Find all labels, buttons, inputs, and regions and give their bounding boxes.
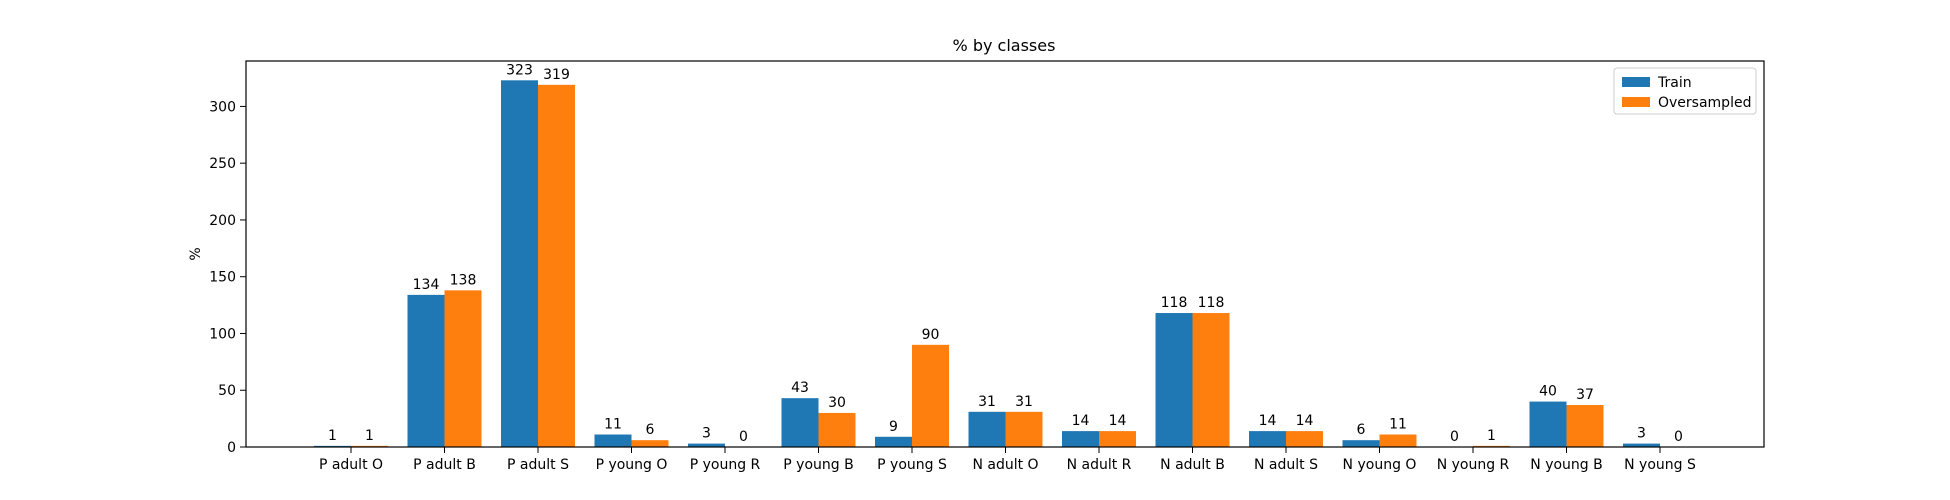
bar-value-label: 1: [1487, 428, 1496, 444]
y-tick-label: 50: [218, 383, 236, 399]
y-tick-label: 0: [227, 440, 236, 456]
legend-swatch: [1622, 97, 1650, 107]
x-tick-label: N adult B: [1160, 457, 1225, 473]
bar-oversampled: [1379, 434, 1417, 447]
bar-value-label: 0: [1450, 429, 1459, 445]
bar-oversampled: [818, 412, 856, 447]
bar-value-label: 37: [1576, 387, 1594, 403]
bar-oversampled: [1566, 404, 1604, 447]
bar-train: [1529, 401, 1567, 447]
bar-value-label: 0: [1674, 429, 1683, 445]
bar-value-label: 323: [506, 62, 533, 78]
bar-oversampled: [538, 84, 575, 447]
bar-value-label: 43: [791, 380, 809, 396]
bar-value-label: 0: [739, 429, 748, 445]
bar-oversampled: [1286, 431, 1323, 447]
bars-group: [314, 80, 1660, 448]
y-tick-label: 100: [209, 326, 236, 342]
plot-frame: [245, 60, 1765, 448]
x-axis: P adult O P adult B P adult S P young O P yo…: [319, 447, 1696, 473]
bar-value-label: 118: [1161, 295, 1188, 311]
x-tick-label: N young O: [1343, 457, 1417, 473]
y-tick-label: 300: [209, 99, 236, 115]
bar-value-label: 11: [1389, 417, 1407, 433]
x-tick-label: N adult R: [1067, 457, 1132, 473]
bar-value-label: 11: [604, 417, 622, 433]
bar-oversampled: [1192, 313, 1230, 447]
bar-value-label: 14: [1296, 413, 1314, 429]
bar-value-label: 319: [543, 67, 570, 83]
x-tick-label: P young R: [690, 457, 761, 473]
y-tick-label: 200: [209, 213, 236, 229]
x-tick-label: P adult S: [507, 457, 569, 473]
bar-oversampled: [1005, 411, 1043, 447]
bar-train: [501, 80, 538, 448]
bar-oversampled: [1099, 431, 1136, 447]
bar-oversampled: [912, 344, 949, 447]
bar-train: [1155, 313, 1193, 447]
legend-label: Train: [1657, 75, 1692, 91]
x-tick-label: P young S: [877, 457, 947, 473]
x-tick-label: N adult S: [1254, 457, 1318, 473]
bar-train: [1342, 440, 1380, 447]
bar-value-label: 3: [1637, 426, 1646, 442]
bar-value-label: 6: [1357, 422, 1366, 438]
bar-oversampled: [631, 440, 669, 447]
x-tick-label: P adult B: [413, 457, 476, 473]
legend-label: Oversampled: [1658, 95, 1751, 111]
bar-value-label: 31: [978, 394, 996, 410]
bar-value-label: 14: [1259, 413, 1277, 429]
bar-value-label: 90: [922, 327, 940, 343]
bar-value-label: 1: [328, 428, 337, 444]
bar-train: [1062, 431, 1099, 447]
legend: Train Oversampled: [1613, 67, 1757, 115]
bar-value-label: 3: [702, 426, 711, 442]
x-tick-label: P young O: [596, 457, 668, 473]
bar-value-label: 1: [365, 428, 374, 444]
y-axis-label: %: [188, 247, 204, 260]
x-tick-label: N young B: [1530, 457, 1602, 473]
bar-value-label: 6: [646, 422, 655, 438]
chart-title: % by classes: [953, 36, 1056, 55]
x-tick-label: P adult O: [319, 457, 383, 473]
y-tick-label: 150: [209, 270, 236, 286]
x-tick-label: N adult O: [972, 457, 1038, 473]
bar-value-label: 30: [828, 395, 846, 411]
bar-train: [407, 294, 445, 447]
bar-value-label: 40: [1539, 384, 1557, 400]
legend-swatch: [1622, 77, 1650, 87]
y-axis: 0 50 100 150 200 250 300: [209, 99, 246, 456]
bar-value-label: 138: [450, 272, 477, 288]
bar-value-label: 118: [1198, 295, 1225, 311]
bar-oversampled: [444, 290, 482, 447]
y-tick-label: 250: [209, 156, 236, 172]
x-tick-label: P young B: [783, 457, 853, 473]
bar-value-label: 134: [413, 277, 440, 293]
bar-value-label: 31: [1015, 394, 1033, 410]
bar-train: [781, 398, 819, 447]
bar-train: [1623, 443, 1660, 447]
bar-train: [688, 443, 725, 447]
bar-train: [875, 436, 912, 447]
bar-train: [968, 411, 1006, 447]
bar-value-label: 14: [1072, 413, 1090, 429]
bar-train: [594, 434, 632, 447]
bar-train: [1249, 431, 1286, 447]
bar-value-label: 9: [889, 419, 898, 435]
x-tick-label: N young S: [1624, 457, 1696, 473]
bar-value-label: 14: [1109, 413, 1127, 429]
x-tick-label: N young R: [1437, 457, 1510, 473]
